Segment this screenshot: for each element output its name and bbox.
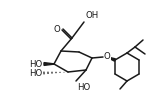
Text: O: O [104,51,111,61]
Polygon shape [44,63,54,65]
Text: O: O [53,25,60,34]
Text: HO: HO [77,83,90,92]
Text: HO: HO [29,60,42,69]
Text: HO: HO [29,69,42,78]
Text: OH: OH [85,11,98,20]
Polygon shape [107,57,116,61]
